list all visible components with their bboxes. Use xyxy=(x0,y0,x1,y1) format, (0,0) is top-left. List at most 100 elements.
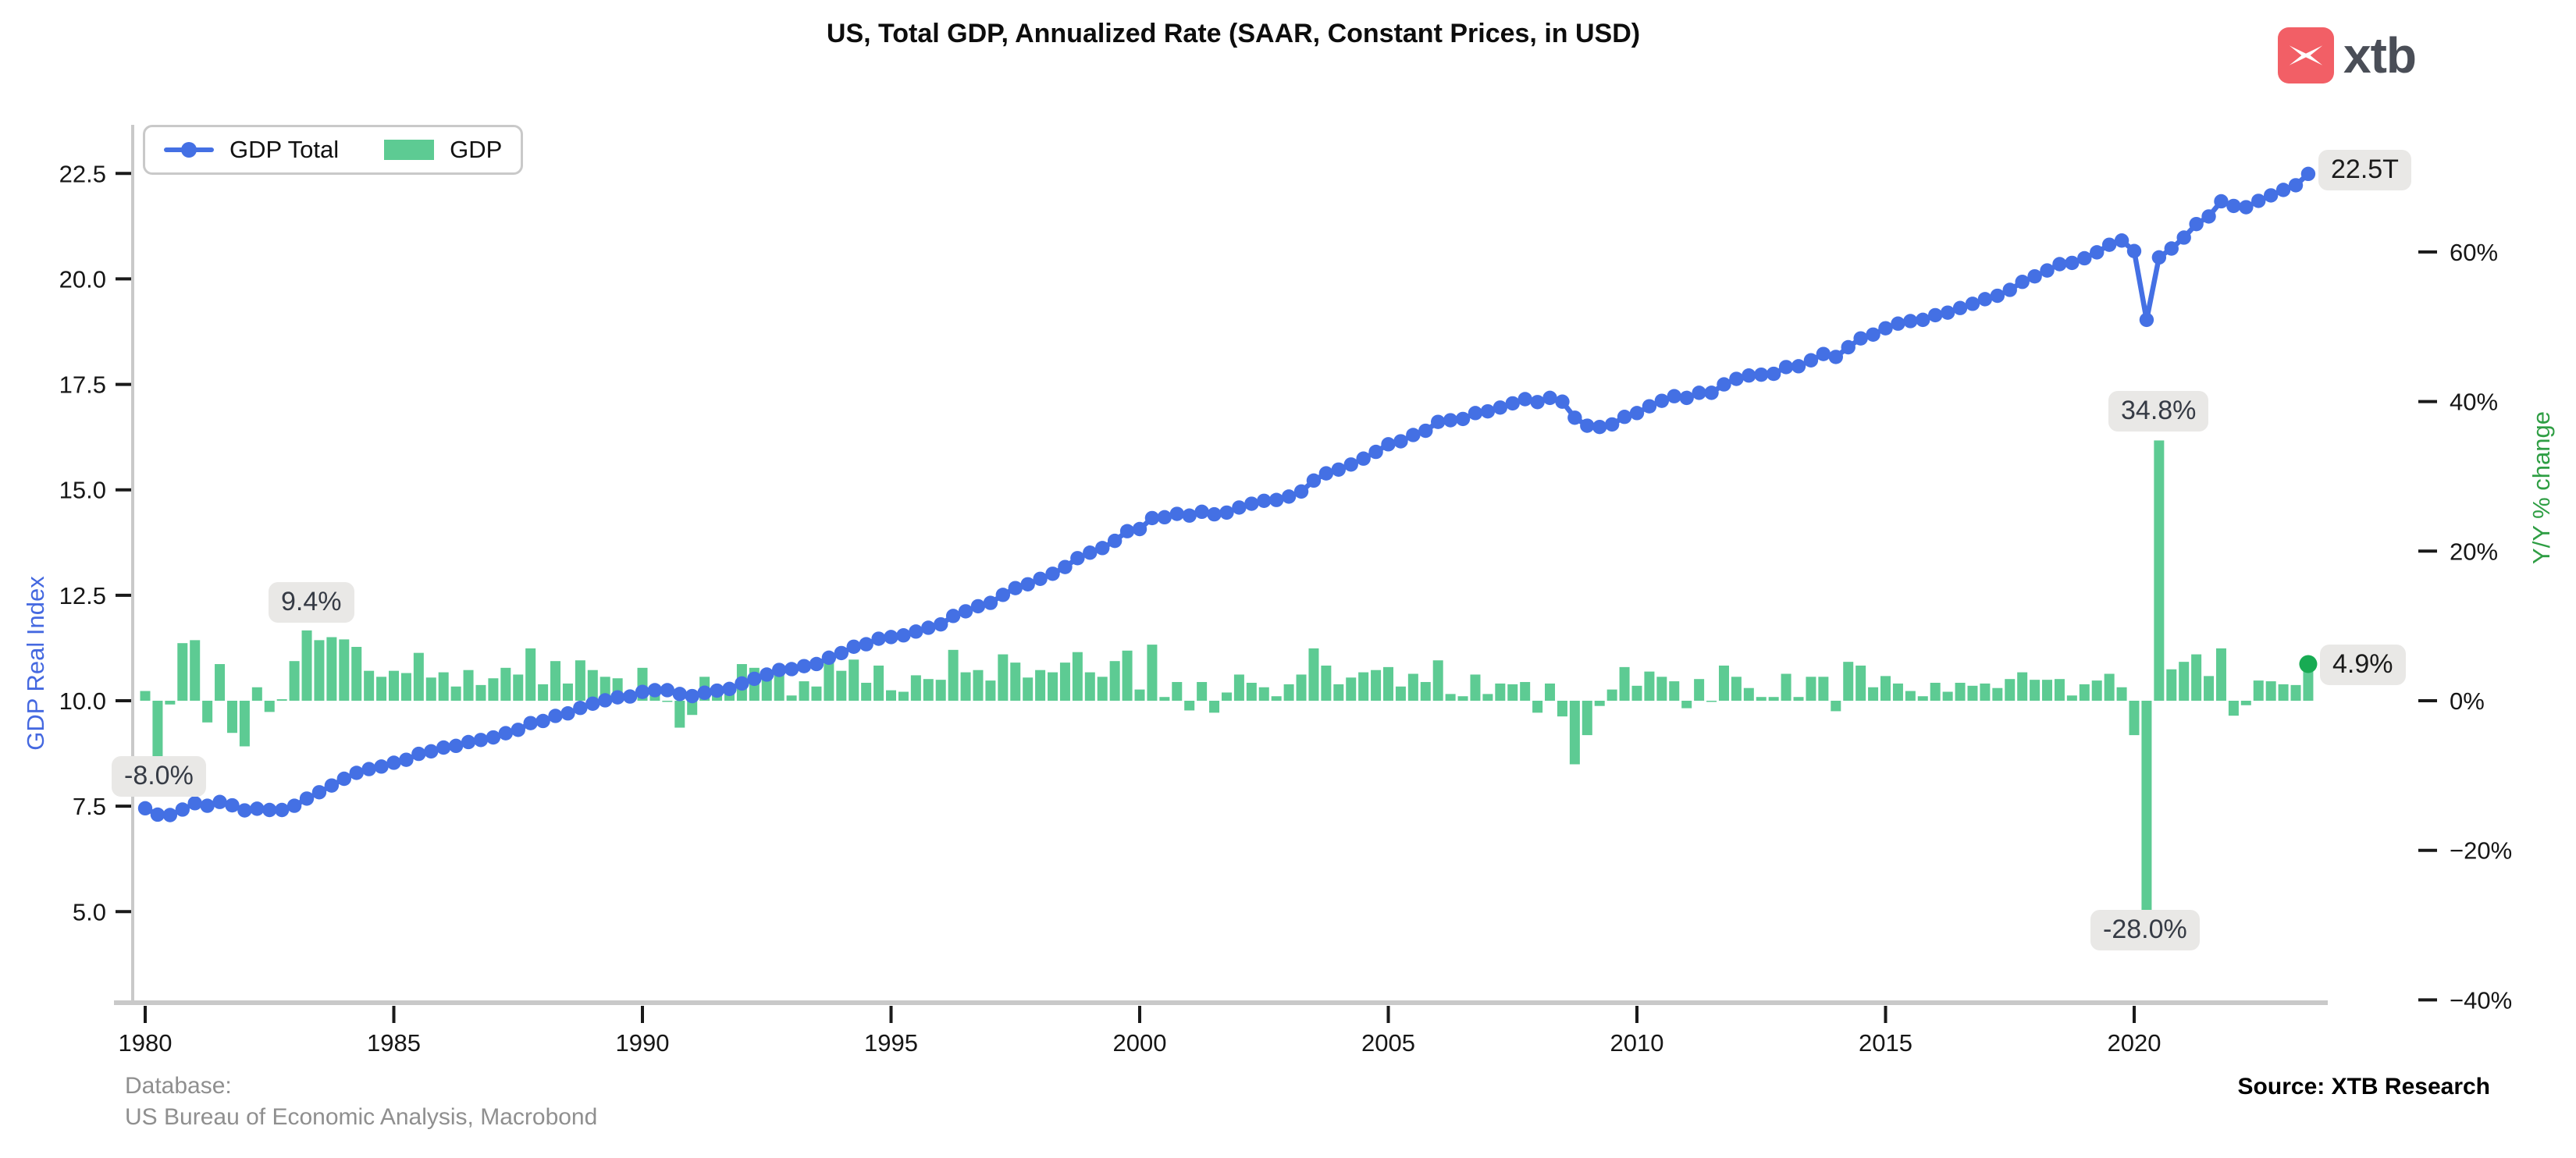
gdp-total-point xyxy=(1654,393,1670,408)
source-note: Source: XTB Research xyxy=(2237,1074,2490,1099)
x-axis-tick-label: 2005 xyxy=(1361,1029,1415,1057)
gdp-total-point xyxy=(250,801,265,816)
left-axis-tick-label: 10.0 xyxy=(59,687,106,715)
gdp-growth-bar xyxy=(2154,440,2165,701)
gdp-total-point xyxy=(672,687,687,702)
gdp-growth-bar xyxy=(463,670,474,701)
gdp-growth-bar xyxy=(152,701,163,761)
gdp-growth-bar xyxy=(376,677,387,701)
gdp-total-point xyxy=(1542,390,1557,406)
gdp-total-point xyxy=(225,797,240,813)
gdp-total-point xyxy=(535,713,550,729)
xtb-logo-icon xyxy=(2278,27,2334,83)
gdp-total-point xyxy=(1878,321,1893,336)
gdp-total-point xyxy=(1169,506,1184,521)
gdp-total-point xyxy=(1293,484,1309,499)
gdp-growth-bar xyxy=(538,684,549,701)
gdp-growth-bar xyxy=(202,701,213,723)
gdp-total-point xyxy=(2263,188,2279,203)
gdp-growth-bar xyxy=(2204,676,2215,701)
gdp-total-point xyxy=(2027,268,2042,284)
gdp-total-point xyxy=(2226,198,2241,214)
left-axis-title: GDP Real Index xyxy=(22,576,49,751)
gdp-total-point xyxy=(1418,423,1433,439)
gdp-total-point xyxy=(1692,385,1706,400)
gdp-total-point xyxy=(1318,466,1334,481)
gdp-total-point xyxy=(2300,166,2316,182)
gdp-growth-bar xyxy=(1694,679,1705,701)
gdp-total-point xyxy=(958,604,973,619)
gdp-total-point xyxy=(735,676,749,691)
gdp-total-point xyxy=(1244,496,1259,511)
gdp-growth-bar xyxy=(1432,660,1443,701)
right-axis-tick-label: −20% xyxy=(2450,837,2512,865)
gdp-growth-bar xyxy=(575,660,585,701)
gdp-growth-bar xyxy=(1072,652,1083,701)
gdp-growth-bar xyxy=(886,690,896,701)
gdp-growth-bar xyxy=(873,665,884,701)
gdp-growth-bar xyxy=(1221,692,1232,701)
gdp-total-point xyxy=(896,628,911,643)
gdp-total-point xyxy=(983,595,998,610)
gdp-growth-bar xyxy=(1569,701,1580,765)
gdp-growth-bar xyxy=(226,701,237,734)
gdp-total-point xyxy=(411,746,426,762)
gdp-total-line-sample xyxy=(164,142,214,158)
gdp-total-point xyxy=(1940,305,1955,320)
gdp-total-point xyxy=(1455,411,1471,427)
gdp-total-point xyxy=(1853,331,1868,346)
gdp-total-point xyxy=(2077,250,2092,266)
gdp-total-point xyxy=(1617,409,1632,424)
gdp-growth-bar xyxy=(1955,682,1966,701)
gdp-total-point xyxy=(685,688,699,704)
gdp-total-point xyxy=(1704,385,1719,400)
gdp-total-point xyxy=(498,726,514,741)
gdp-total-point xyxy=(771,662,787,677)
database-note: Database: US Bureau of Economic Analysis… xyxy=(125,1071,597,1133)
gdp-growth-bar xyxy=(264,701,275,712)
gdp-growth-bar xyxy=(1159,697,1170,701)
gdp-growth-bar xyxy=(1035,670,1046,701)
annotation-2020q3: 34.8% xyxy=(2108,391,2209,432)
gdp-growth-bar xyxy=(2303,664,2314,701)
gdp-total-point xyxy=(486,730,501,745)
gdp-total-point xyxy=(1555,394,1570,409)
xtb-logo: xtb xyxy=(2278,27,2417,84)
gdp-growth-bar xyxy=(1407,673,1418,701)
gdp-growth-bar xyxy=(923,679,934,701)
gdp-total-point xyxy=(1107,533,1123,549)
gdp-growth-bar xyxy=(811,686,822,701)
left-axis-tick-label: 12.5 xyxy=(59,582,106,609)
gdp-growth-bar xyxy=(985,680,996,701)
gdp-growth-bar xyxy=(2290,684,2301,701)
gdp-total-point xyxy=(1331,462,1347,477)
gdp-growth-bar xyxy=(525,648,536,701)
gdp-total-point xyxy=(2201,209,2216,224)
gdp-growth-bar xyxy=(1010,662,1021,701)
gdp-growth-bar xyxy=(674,701,685,728)
gdp-total-point xyxy=(834,645,849,661)
gdp-growth-bar xyxy=(935,680,946,701)
gdp-total-point xyxy=(2189,216,2204,232)
gdp-total-point xyxy=(2126,243,2142,258)
gdp-total-point xyxy=(846,639,861,655)
gdp-growth-bar xyxy=(251,687,262,701)
gdp-growth-bar xyxy=(910,675,921,701)
right-axis-title: Y/Y % change xyxy=(2528,411,2555,564)
gdp-total-point xyxy=(622,689,638,704)
gdp-growth-bar xyxy=(1308,648,1319,701)
gdp-growth-bar xyxy=(1942,691,1953,701)
gdp-growth-bar xyxy=(562,683,573,701)
gdp-growth-bar xyxy=(177,643,188,701)
gdp-total-point xyxy=(1480,403,1496,419)
gdp-total-point xyxy=(1778,360,1794,375)
gdp-growth-bar xyxy=(973,670,984,701)
gdp-total-point xyxy=(511,723,525,737)
gdp-total-point xyxy=(945,609,961,623)
gdp-total-point xyxy=(585,696,600,711)
gdp-total-point xyxy=(1157,510,1172,525)
gdp-total-point xyxy=(1356,451,1371,466)
gdp-total-point xyxy=(934,616,948,632)
gdp-growth-bar xyxy=(1731,677,1742,701)
gdp-growth-bar xyxy=(1545,683,1556,701)
